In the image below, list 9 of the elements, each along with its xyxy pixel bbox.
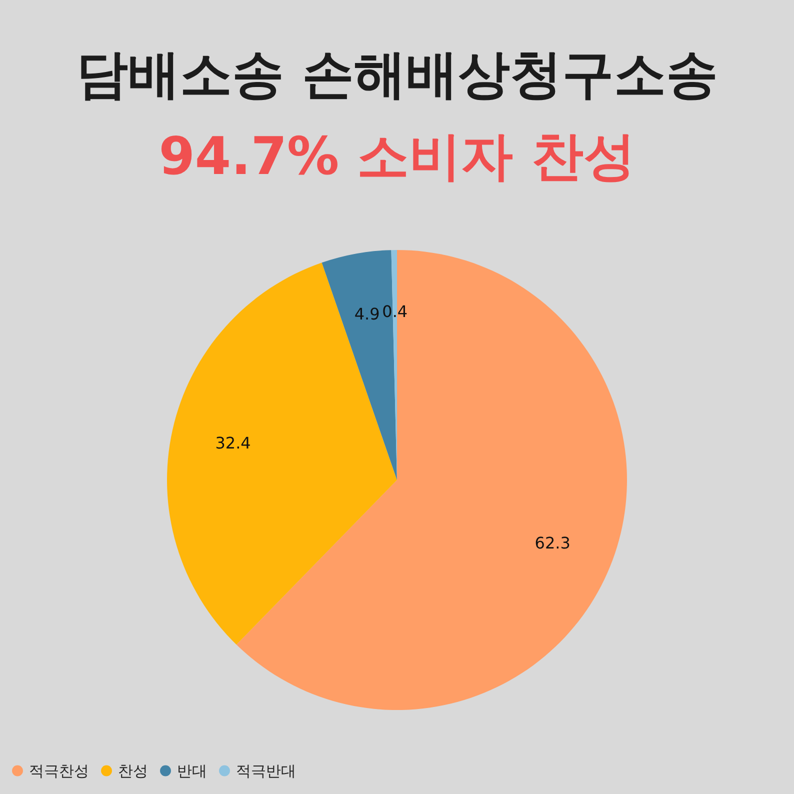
legend-label: 적극반대 bbox=[236, 762, 296, 780]
chart-subtitle: 94.7% 소비자 찬성 bbox=[158, 127, 636, 187]
legend-label: 반대 bbox=[177, 762, 207, 780]
data-label: 32.4 bbox=[215, 433, 251, 452]
data-label: 62.3 bbox=[534, 533, 570, 552]
legend-label: 찬성 bbox=[118, 762, 148, 780]
legend-label: 적극찬성 bbox=[29, 762, 89, 780]
data-label: 4.9 bbox=[354, 304, 380, 324]
chart-title: 담배소송 손해배상청구소송 bbox=[76, 45, 718, 105]
